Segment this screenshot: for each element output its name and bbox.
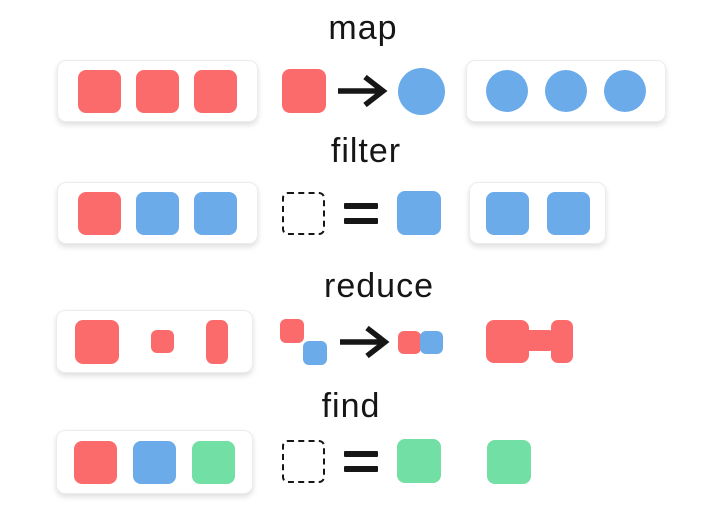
- blue-square: [485, 191, 529, 235]
- acc-adjacent: [398, 330, 443, 354]
- blue-circle: [545, 70, 587, 112]
- red-rect-tall: [206, 319, 228, 364]
- map-transform-source: [282, 69, 326, 113]
- filter-output-array: [469, 182, 606, 244]
- red-square-lg: [75, 319, 119, 364]
- reduce-accumulator-combined: [398, 330, 443, 354]
- reduce-input-array: [56, 310, 253, 373]
- red-merged-part-bar: [525, 330, 553, 351]
- blue-square-lg: [397, 191, 441, 235]
- green-square: [192, 440, 235, 484]
- find-output-value: [487, 430, 531, 494]
- red-square: [74, 440, 117, 484]
- green-square-lg: [397, 439, 441, 483]
- red-merged-part-tall: [551, 320, 573, 363]
- dashed-square: [282, 191, 325, 235]
- find-predicate: [282, 430, 441, 492]
- red-square: [78, 191, 121, 235]
- reduce-accumulator-pair: [280, 318, 330, 366]
- blue-circle-lg: [398, 67, 445, 115]
- map-transform-result: [398, 67, 445, 115]
- acc-diagonal: [280, 318, 330, 366]
- reduce-transform: [280, 316, 443, 368]
- reduce-output-value: [486, 310, 573, 373]
- find-input-array: [56, 430, 253, 494]
- red-merged-part-big: [486, 320, 529, 363]
- red-square-lg: [282, 69, 326, 113]
- blue-square-sm: [303, 340, 327, 365]
- equals-icon: [344, 202, 378, 224]
- arrow-icon: [340, 325, 390, 359]
- filter-label: filter: [330, 132, 402, 170]
- filter-predicate-match: [397, 191, 441, 235]
- blue-circle: [486, 70, 528, 112]
- blue-square: [194, 191, 237, 235]
- blue-square: [133, 440, 176, 484]
- map-label: map: [328, 9, 398, 47]
- dashed-square: [282, 439, 325, 483]
- find-predicate-slot: [282, 439, 325, 483]
- blue-square: [136, 191, 179, 235]
- equals-icon: [344, 450, 378, 472]
- arrow-icon: [338, 74, 388, 108]
- red-square-sm: [151, 330, 174, 353]
- blue-square-sm: [420, 330, 443, 354]
- red-square-sm: [280, 318, 304, 343]
- find-label: find: [321, 387, 381, 425]
- blue-square: [546, 191, 590, 235]
- map-output-array: [466, 60, 666, 122]
- filter-predicate-slot: [282, 191, 325, 235]
- red-square: [78, 69, 121, 113]
- red-merged: [486, 320, 573, 363]
- filter-predicate: [282, 182, 441, 244]
- find-predicate-match: [397, 439, 441, 483]
- reduce-label: reduce: [324, 267, 434, 305]
- filter-input-array: [57, 182, 258, 244]
- map-transform: [282, 60, 445, 122]
- red-square-sm: [398, 330, 421, 354]
- red-square: [194, 69, 237, 113]
- red-square: [136, 69, 179, 113]
- map-input-array: [57, 60, 258, 122]
- blue-circle: [604, 70, 646, 112]
- green-square-lg: [487, 440, 531, 484]
